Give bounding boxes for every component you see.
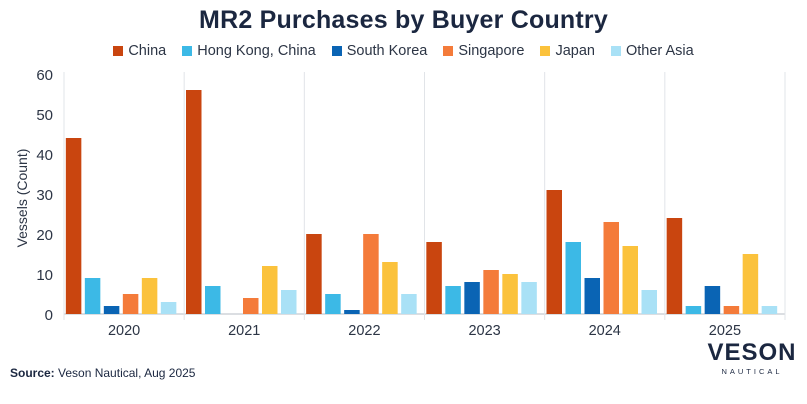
y-tick-label: 10	[36, 267, 53, 284]
bar-hong-kong-china-2022	[325, 294, 341, 314]
bar-china-2023	[426, 242, 442, 314]
bar-south-korea-2024	[584, 278, 600, 314]
x-tick-label: 2020	[108, 323, 140, 339]
legend-item-4: Japan	[540, 43, 595, 59]
legend-swatch	[182, 46, 193, 56]
y-tick-label: 60	[36, 67, 53, 84]
y-tick-label: 50	[36, 107, 53, 124]
x-tick-label: 2024	[589, 323, 621, 339]
source-note: Source: Veson Nautical, Aug 2025	[10, 366, 195, 380]
bar-japan-2025	[742, 254, 759, 314]
y-tick-label: 40	[36, 147, 53, 164]
bar-hong-kong-china-2024	[565, 242, 581, 314]
legend-label: South Korea	[346, 43, 428, 59]
veson-logo: VESON NAUTICAL	[707, 339, 797, 377]
bar-south-korea-2025	[704, 286, 721, 314]
bar-other-asia-2022	[401, 294, 417, 314]
bar-other-asia-2023	[521, 282, 537, 314]
bar-japan-2021	[262, 266, 278, 314]
bar-singapore-2025	[723, 306, 740, 314]
legend-label: Japan	[555, 43, 595, 59]
legend-item-5: Other Asia	[610, 43, 694, 59]
logo-wordmark: VESON	[707, 339, 797, 366]
bar-japan-2020	[141, 278, 158, 314]
bar-other-asia-2021	[281, 290, 297, 314]
x-tick-label: 2021	[228, 323, 260, 339]
legend-item-2: South Korea	[331, 43, 428, 59]
bar-china-2020	[65, 138, 82, 314]
bar-japan-2022	[382, 262, 398, 314]
legend-label: Singapore	[458, 43, 525, 59]
bar-hong-kong-china-2025	[685, 306, 702, 314]
bar-china-2024	[546, 190, 562, 314]
legend-item-0: China	[113, 43, 166, 59]
bar-japan-2024	[622, 246, 638, 314]
legend-swatch	[610, 46, 621, 56]
logo-subtitle: NAUTICAL	[721, 367, 783, 376]
bar-china-2021	[186, 90, 202, 314]
legend-swatch	[443, 46, 454, 56]
legend-item-3: Singapore	[443, 43, 524, 59]
legend-label: Other Asia	[625, 43, 694, 59]
y-tick-label: 30	[36, 187, 53, 204]
legend: China Hong Kong, China South Korea Singapor…	[0, 43, 807, 59]
bar-japan-2023	[502, 274, 518, 314]
bar-singapore-2024	[603, 222, 619, 314]
chart-title: MR2 Purchases by Buyer Country	[199, 6, 608, 34]
bar-singapore-2020	[122, 294, 139, 314]
bar-china-2022	[306, 234, 322, 314]
bar-singapore-2023	[483, 270, 499, 314]
legend-label: Hong Kong, China	[197, 43, 316, 59]
bar-singapore-2021	[243, 298, 259, 314]
bar-china-2025	[666, 218, 683, 314]
bar-hong-kong-china-2023	[445, 286, 461, 314]
bar-south-korea-2022	[344, 310, 360, 314]
bar-singapore-2022	[363, 234, 379, 314]
y-tick-label: 0	[45, 307, 53, 324]
legend-swatch	[331, 46, 342, 56]
bar-other-asia-2020	[160, 302, 177, 314]
x-tick-label: 2022	[348, 323, 380, 339]
bar-south-korea-2020	[103, 306, 120, 314]
x-tick-label: 2025	[709, 323, 741, 339]
bar-hong-kong-china-2021	[205, 286, 221, 314]
source-label: Source:	[10, 366, 55, 380]
bar-hong-kong-china-2020	[84, 278, 101, 314]
legend-swatch	[540, 46, 551, 56]
bar-other-asia-2025	[761, 306, 778, 314]
legend-label: China	[128, 43, 167, 59]
y-tick-label: 20	[36, 227, 53, 244]
bar-other-asia-2024	[641, 290, 657, 314]
x-tick-label: 2023	[468, 323, 500, 339]
bar-south-korea-2023	[464, 282, 480, 314]
legend-swatch	[113, 46, 124, 56]
legend-item-1: Hong Kong, China	[182, 43, 316, 59]
source-text: Veson Nautical, Aug 2025	[54, 366, 196, 380]
